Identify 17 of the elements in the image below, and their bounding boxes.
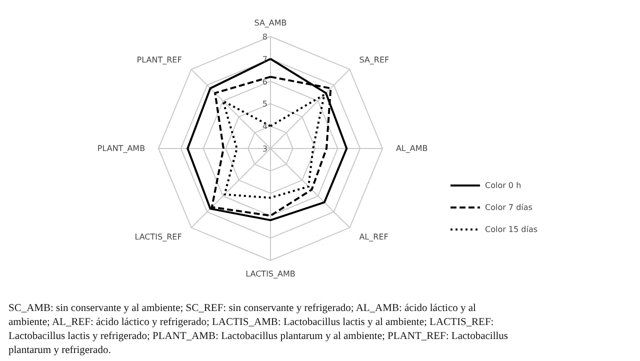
spoke-label: LACTIS_REF xyxy=(134,232,182,242)
legend-label: Color 0 h xyxy=(485,180,522,190)
y-tick-label: 5 xyxy=(262,100,268,109)
legend-label: Color 7 días xyxy=(485,202,532,212)
spoke-label: AL_AMB xyxy=(396,144,428,153)
legend-label: Color 15 días xyxy=(485,224,538,234)
spoke-label: PLANT_AMB xyxy=(97,144,146,153)
spoke-label: AL_REF xyxy=(359,232,389,242)
y-tick-label: 3 xyxy=(262,144,268,154)
spoke-label: SA_AMB xyxy=(254,18,287,28)
y-tick-label: 4 xyxy=(262,122,268,132)
text: SC_AMB: sin conservante y al ambiente; SC_REF: sin conservante y refrigerado; AL_AMB: ácido láctico y al ambiente; AL_REF: ácido láctico y refrigerado; LACTIS_AMB: Lactobacillus lactis y al ambiente; LACTIS_REF: Lactobacillus lactis y refrigerado; PLANT_AMB: Lactobacillus plantarum y al ambiente; PLANT_REF: Lactobacillus plantarum y refrigerado. xyxy=(8,303,508,356)
spoke-label: SA_REF xyxy=(359,55,390,64)
spoke-label: PLANT_REF xyxy=(136,55,182,64)
spoke-label: LACTIS_AMB xyxy=(246,269,296,278)
y-tick-label: 8 xyxy=(262,32,268,42)
y-tick-label: 6 xyxy=(262,77,268,86)
